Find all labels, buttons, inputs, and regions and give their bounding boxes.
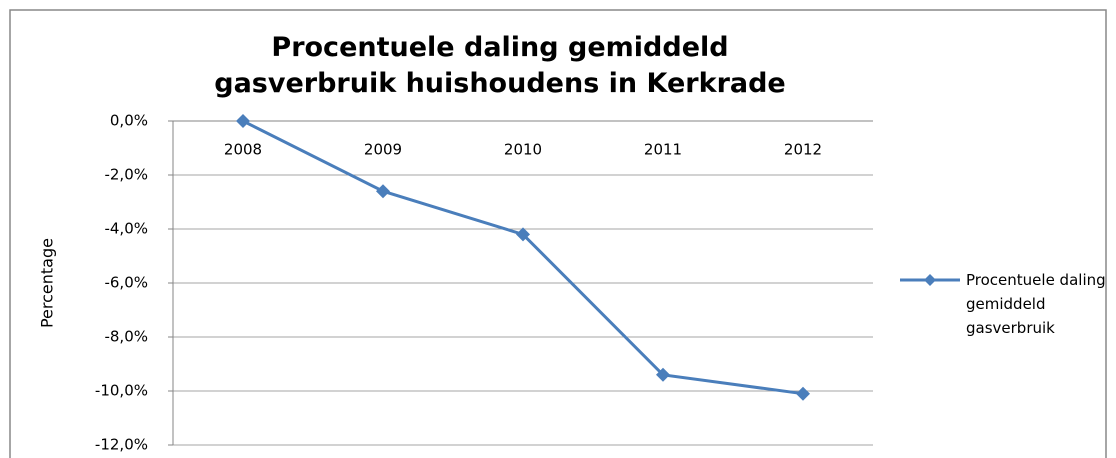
x-tick-label: 2008 [224,141,262,159]
y-tick-label: -12,0% [95,436,148,454]
series-line [242,119,804,396]
y-tick-label: -6,0% [104,274,148,292]
data-point [796,386,810,401]
data-point [516,227,530,242]
data-point [236,114,250,128]
x-tick-label: 2009 [364,141,402,159]
y-tick-label: -10,0% [95,382,148,400]
y-tick-label: -2,0% [104,166,148,184]
data-point [376,184,390,199]
legend-label: Procentuele daling gemiddeld gasverbruik [966,271,1106,337]
legend-marker [924,274,936,286]
x-tick-label: 2011 [644,141,682,159]
y-tick-label: -8,0% [104,328,148,346]
x-tick-label: 2012 [784,141,822,159]
x-tick-label: 2010 [504,141,542,159]
chart-title: Procentuele daling gemiddeld gasverbruik… [214,32,786,99]
y-tick-label: 0,0% [110,112,148,130]
y-axis-label: Percentage [38,238,57,328]
y-tick-label: -4,0% [104,220,148,238]
chart-frame [9,9,1107,458]
data-point [656,367,670,382]
